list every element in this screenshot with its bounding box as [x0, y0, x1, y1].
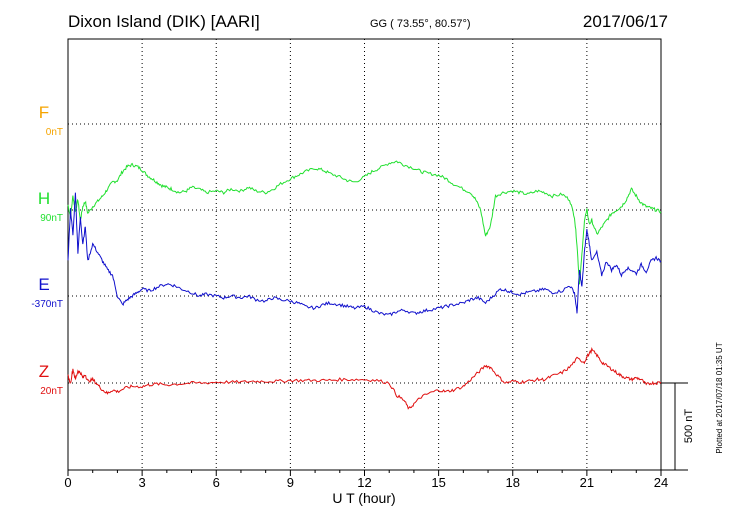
channel-labels: F 0nT H 90nT E -370nT Z 20nT: [31, 103, 63, 397]
trace-Z: [67, 347, 662, 410]
channel-traces: [67, 160, 662, 410]
x-axis-label: U T (hour): [332, 490, 395, 506]
channel-baseline-H: 90nT: [40, 213, 63, 224]
grid-lines: [68, 39, 661, 470]
station-coordinates: GG ( 73.55°, 80.57°): [370, 18, 471, 30]
x-ticks: 0 3 6 9 12 15 18 21 24: [64, 470, 668, 490]
x-tick-label-9: 9: [287, 475, 294, 490]
channel-label-E: E: [38, 275, 49, 294]
x-tick-label-18: 18: [506, 475, 520, 490]
station-title: Dixon Island (DIK) [AARI]: [68, 12, 260, 31]
plotted-at-note: Plotted at 2017/07/18 01:35 UT: [715, 342, 724, 453]
x-tick-label-3: 3: [139, 475, 146, 490]
scale-bar: 500 nT: [661, 382, 695, 471]
channel-label-F: F: [39, 103, 49, 122]
channel-baseline-Z: 20nT: [40, 386, 63, 397]
x-tick-label-0: 0: [64, 475, 71, 490]
x-tick-label-6: 6: [213, 475, 220, 490]
x-tick-label-21: 21: [580, 475, 594, 490]
trace-E: [67, 192, 662, 317]
x-tick-label-24: 24: [654, 475, 668, 490]
x-tick-label-15: 15: [431, 475, 445, 490]
channel-baseline-E: -370nT: [31, 299, 63, 310]
channel-label-H: H: [38, 189, 50, 208]
trace-H: [67, 160, 662, 285]
plot-date: 2017/06/17: [583, 12, 668, 31]
channel-baseline-F: 0nT: [46, 127, 63, 138]
x-tick-label-12: 12: [357, 475, 371, 490]
channel-label-Z: Z: [39, 362, 49, 381]
scale-bar-label: 500 nT: [683, 409, 695, 444]
